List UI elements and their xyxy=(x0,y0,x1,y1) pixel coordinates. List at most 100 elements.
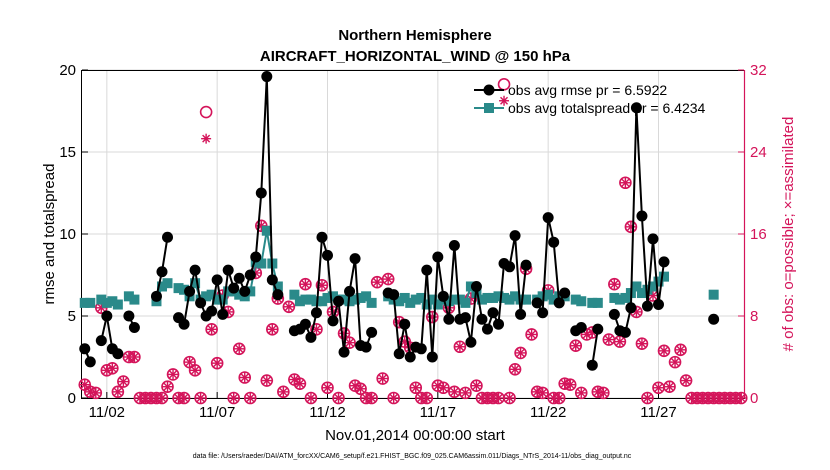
obs-possible-point xyxy=(381,272,395,286)
obs-assimilated-stroke xyxy=(516,348,525,357)
rmse-point xyxy=(128,321,140,333)
y-tick-label-left: 5 xyxy=(68,308,76,325)
rmse-point xyxy=(708,313,720,325)
rmse-point xyxy=(150,290,162,302)
rmse-point xyxy=(415,343,427,355)
obs-assimilated-stroke xyxy=(268,325,277,334)
rmse-point xyxy=(206,305,218,317)
obs-assimilated-stroke xyxy=(378,374,387,383)
rmse-point xyxy=(184,285,196,297)
totalspread-point xyxy=(289,289,300,300)
rmse-point xyxy=(344,285,356,297)
obs-assimilated-stroke xyxy=(329,307,338,316)
totalspread-point xyxy=(647,281,658,292)
totalspread-point xyxy=(316,296,327,307)
totalspread-point xyxy=(449,294,460,305)
rmse-point xyxy=(123,310,135,322)
totalspread-point xyxy=(592,297,603,308)
y-tick-label-right: 32 xyxy=(750,62,767,79)
totalspread-point xyxy=(410,294,421,305)
obs-possible-point xyxy=(619,176,632,190)
obs-assimilated-stroke xyxy=(351,381,360,390)
axes: 11/02 11/07 11/12 11/17 11/22 11/27 0 5 10 15 20 0 8… xyxy=(59,62,766,421)
legend-rmse-label: obs avg rmse pr = 6.5922 xyxy=(508,82,667,98)
obs-assimilated-point xyxy=(239,372,250,383)
obs-possible-point xyxy=(337,327,351,340)
obs-assimilated-stroke xyxy=(262,376,271,385)
rmse-point xyxy=(548,236,560,248)
obs-assimilated-stroke xyxy=(169,370,178,379)
totalspread-point xyxy=(471,288,482,299)
obs-assimilated-stroke xyxy=(279,387,288,396)
obs-assimilated-stroke xyxy=(637,339,646,348)
obs-assimilated-point xyxy=(294,378,305,389)
obs-assimilated-point xyxy=(228,393,239,403)
obs-assimilated-point xyxy=(162,381,173,392)
obs-assimilated-stroke xyxy=(306,394,315,402)
totalspread-point xyxy=(162,278,173,289)
totalspread-point xyxy=(311,296,322,307)
totalspread-point xyxy=(625,288,636,299)
obs-assimilated-point xyxy=(168,369,179,380)
chart-title-line1: Northern Hemisphere xyxy=(338,27,491,44)
totalspread-point xyxy=(156,281,167,292)
obs-possible-point xyxy=(574,386,588,400)
obs-assimilated-point xyxy=(184,357,195,368)
rmse-point xyxy=(470,280,482,292)
totalspread-point xyxy=(394,296,405,307)
obs-assimilated-point xyxy=(499,95,510,106)
obs-assimilated-stroke xyxy=(191,366,200,375)
obs-assimilated-point xyxy=(576,387,587,398)
rmse-point xyxy=(630,102,642,114)
obs-possible-point xyxy=(205,323,218,336)
rmse-point xyxy=(222,264,234,276)
obs-assimilated-stroke xyxy=(676,345,685,354)
totalspread-point xyxy=(587,297,598,308)
obs-assimilated-stroke xyxy=(119,377,128,386)
x-axis-label: Nov.01,2014 00:00:00 start xyxy=(325,427,506,444)
footer-data-file: data file: /Users/raeder/DAI/ATM_forcXX/… xyxy=(193,453,632,460)
obs-assimilated-point xyxy=(261,375,272,386)
obs-assimilated-stroke xyxy=(566,380,575,389)
obs-assimilated-point xyxy=(372,277,383,288)
rmse-point xyxy=(619,326,631,338)
obs-possible-point xyxy=(525,328,538,341)
obs-assimilated-stroke xyxy=(660,346,669,355)
totalspread-point xyxy=(576,296,587,307)
totalspread-point xyxy=(234,289,245,300)
obs-possible-point xyxy=(260,374,274,387)
obs-possible-point xyxy=(453,340,467,354)
rmse-point xyxy=(84,356,96,368)
obs-assimilated-stroke xyxy=(505,394,514,402)
obs-assimilated-point xyxy=(565,379,576,390)
obs-assimilated-stroke xyxy=(577,388,586,397)
obs-possible-point xyxy=(569,339,583,353)
obs-assimilated-point xyxy=(179,393,190,403)
totalspread-point xyxy=(79,297,90,308)
y-tick-label-left: 0 xyxy=(68,390,76,407)
totalspread-point xyxy=(499,292,510,303)
x-tick-label: 11/17 xyxy=(420,404,456,421)
rmse-point xyxy=(537,307,549,319)
obs-possible-point xyxy=(503,391,516,405)
y-axis-right-label: # of obs: o=possible; ×=assimilated xyxy=(780,117,797,352)
totalspread-point xyxy=(416,292,427,303)
totalspread-point xyxy=(659,271,670,282)
rmse-point xyxy=(531,297,543,309)
obs-assimilated-stroke xyxy=(229,394,238,402)
totalspread-point xyxy=(548,294,559,305)
rmse-point xyxy=(575,321,587,333)
rmse-point xyxy=(217,308,229,320)
obs-assimilated-point xyxy=(736,393,747,403)
totalspread-point xyxy=(123,291,134,302)
obs-assimilated-stroke xyxy=(323,383,332,392)
totalspread-point xyxy=(620,292,631,303)
obs-possible-point xyxy=(387,391,400,405)
y-tick-label-right: 8 xyxy=(750,308,758,325)
obs-assimilated-stroke xyxy=(665,382,674,391)
obs-possible-point xyxy=(376,372,389,385)
totalspread-point xyxy=(101,297,112,308)
obs-assimilated-stroke xyxy=(737,394,746,402)
rmse-point xyxy=(112,348,124,360)
totalspread-point xyxy=(223,286,234,297)
